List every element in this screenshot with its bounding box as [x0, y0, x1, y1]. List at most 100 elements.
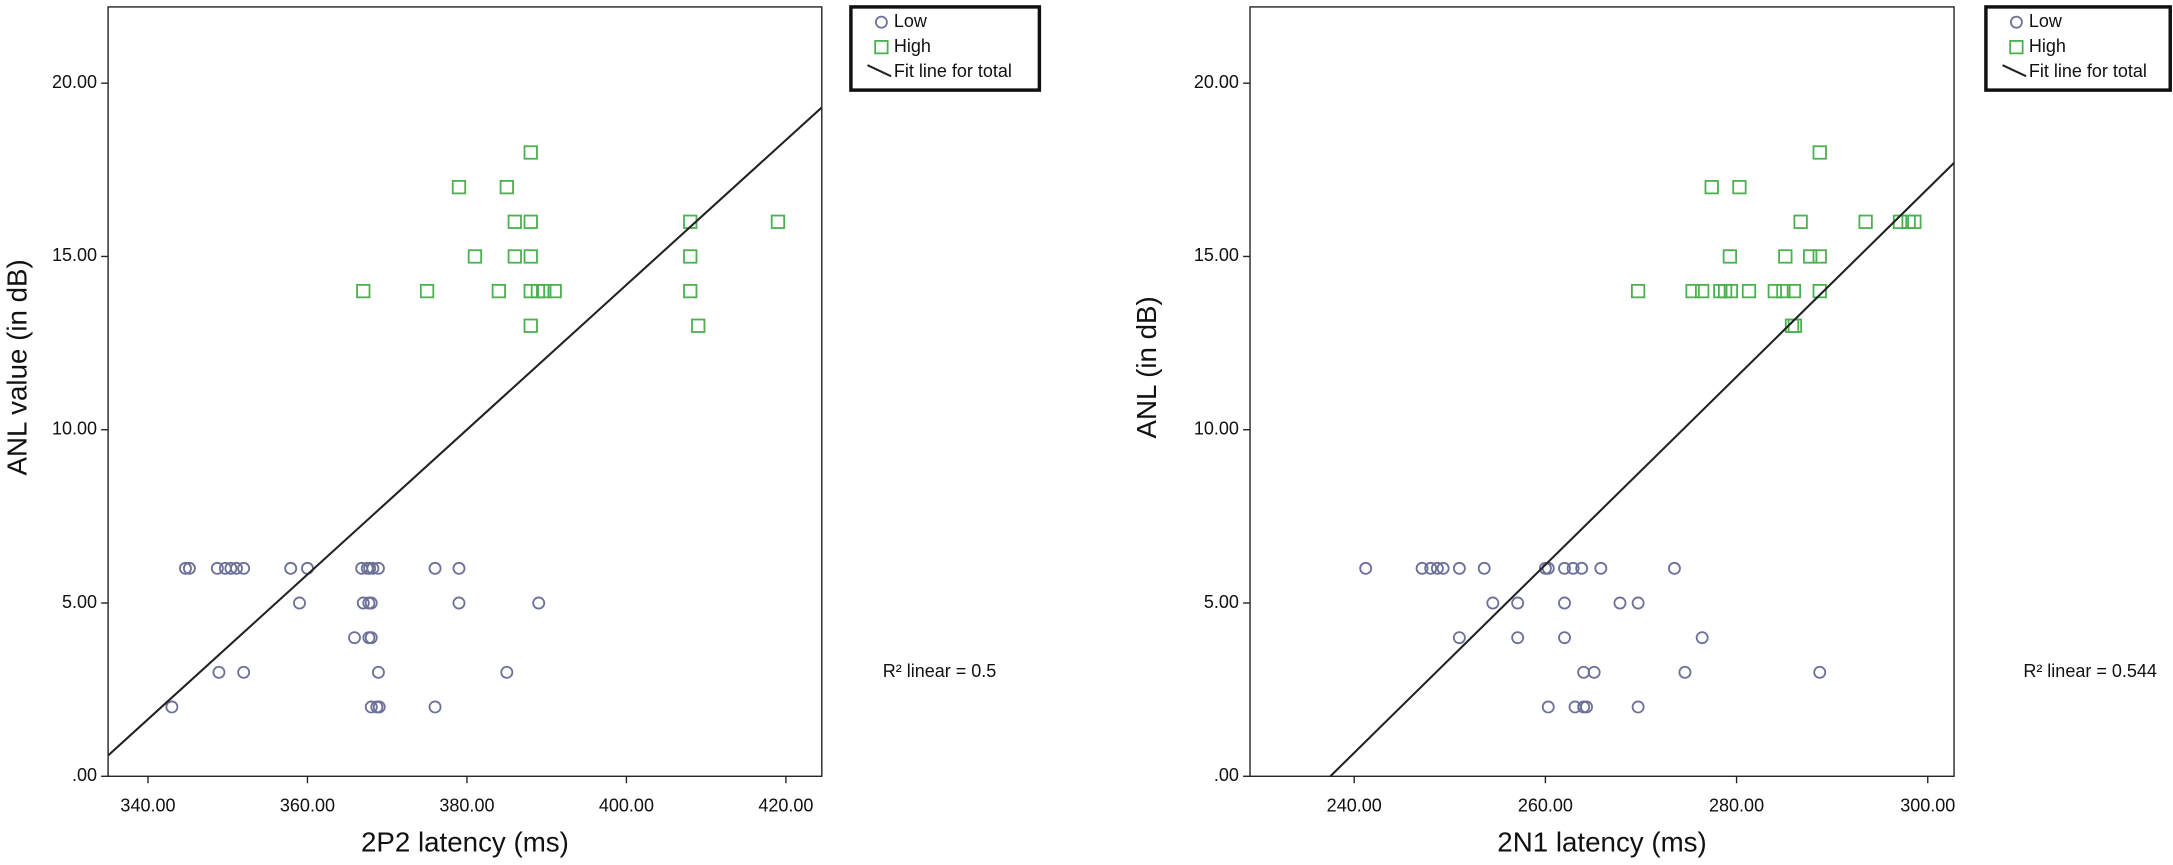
point: [770, 214, 786, 229]
y-axis-label: ANL (in dB): [1131, 296, 1162, 438]
point: [1575, 561, 1589, 575]
point: [523, 214, 538, 229]
point: [523, 145, 538, 160]
point: [1558, 631, 1571, 645]
point: [1566, 561, 1580, 575]
point: [366, 561, 380, 575]
y-tick-label: .00: [72, 765, 97, 785]
y-tick-label: 15.00: [1194, 245, 1239, 265]
point: [1685, 283, 1700, 299]
y-tick-label: 20.00: [1194, 72, 1239, 92]
legend-label: High: [2029, 36, 2066, 56]
point: [1723, 283, 1738, 299]
point: [165, 700, 179, 714]
point: [1704, 180, 1719, 195]
x-tick-label: 340.00: [120, 796, 175, 816]
point: [428, 700, 442, 714]
annotation: R² linear = 0.544: [2023, 661, 2157, 681]
point: [452, 596, 466, 610]
fit-line: [1329, 162, 1955, 778]
point: [1424, 561, 1438, 575]
point: [451, 180, 467, 195]
y-tick-label: 10.00: [1194, 418, 1239, 438]
x-tick-label: 420.00: [758, 796, 813, 816]
point: [371, 665, 385, 679]
point: [1558, 596, 1571, 610]
point: [182, 561, 196, 575]
legend-label: Fit line for total: [894, 61, 1012, 81]
point: [1678, 665, 1692, 679]
point: [452, 561, 466, 575]
point: [1511, 631, 1525, 645]
point: [1631, 700, 1645, 714]
y-tick-label: .00: [1214, 765, 1239, 785]
point: [500, 665, 514, 679]
legend-label: High: [894, 36, 931, 56]
point: [691, 318, 706, 333]
point: [1452, 631, 1466, 645]
x-axis-label: 2N1 latency (ms): [1497, 827, 1706, 858]
point: [293, 596, 306, 610]
point: [1486, 596, 1500, 610]
point: [1695, 631, 1709, 645]
point: [1695, 283, 1710, 299]
legend-symbol: [874, 39, 889, 55]
point: [1812, 249, 1827, 264]
point: [1787, 318, 1803, 333]
point: [1732, 180, 1747, 195]
point: [419, 283, 435, 299]
point: [1558, 561, 1571, 575]
point: [537, 283, 552, 299]
point: [507, 214, 522, 229]
x-tick-label: 240.00: [1327, 796, 1382, 816]
point: [1452, 561, 1466, 575]
point: [364, 700, 378, 714]
point: [467, 249, 483, 264]
point: [1541, 700, 1555, 714]
legend-label: Fit line for total: [2029, 61, 2147, 81]
plot-frame: [107, 6, 823, 777]
point: [1613, 596, 1627, 610]
legend-line: [2002, 64, 2027, 78]
point: [179, 561, 192, 575]
point: [499, 180, 514, 195]
fit-line: [107, 106, 823, 757]
legend-box: [849, 5, 1042, 92]
point: [1793, 214, 1808, 229]
point: [210, 561, 224, 575]
point: [1511, 596, 1525, 610]
point: [1580, 700, 1593, 714]
point: [371, 561, 385, 575]
point: [237, 665, 251, 679]
point: [507, 249, 522, 264]
point: [532, 596, 546, 610]
y-axis-label: ANL value (in dB): [2, 259, 33, 475]
x-tick-label: 280.00: [1709, 796, 1764, 816]
point: [1630, 283, 1646, 299]
point: [356, 596, 370, 610]
point: [1778, 249, 1793, 264]
point: [224, 561, 238, 575]
point: [491, 283, 506, 299]
plot-frame: [1249, 6, 1955, 777]
point: [364, 631, 378, 645]
point: [1858, 214, 1873, 229]
point: [1812, 145, 1827, 160]
legend-box: [1984, 5, 2172, 92]
y-tick-label: 20.00: [52, 72, 97, 92]
legend-symbol: [2009, 39, 2024, 55]
point: [547, 283, 562, 299]
legend-symbol: [874, 15, 888, 29]
x-tick-label: 380.00: [439, 796, 494, 816]
y-tick-label: 15.00: [52, 245, 97, 265]
x-axis-label: 2P2 latency (ms): [361, 827, 569, 858]
point: [1812, 283, 1827, 299]
point: [428, 561, 442, 575]
legend-line: [867, 64, 892, 78]
point: [230, 561, 243, 575]
point: [1436, 561, 1450, 575]
point: [1741, 283, 1757, 299]
legend-label: Low: [2029, 11, 2063, 31]
legend-symbol: [2009, 15, 2023, 29]
